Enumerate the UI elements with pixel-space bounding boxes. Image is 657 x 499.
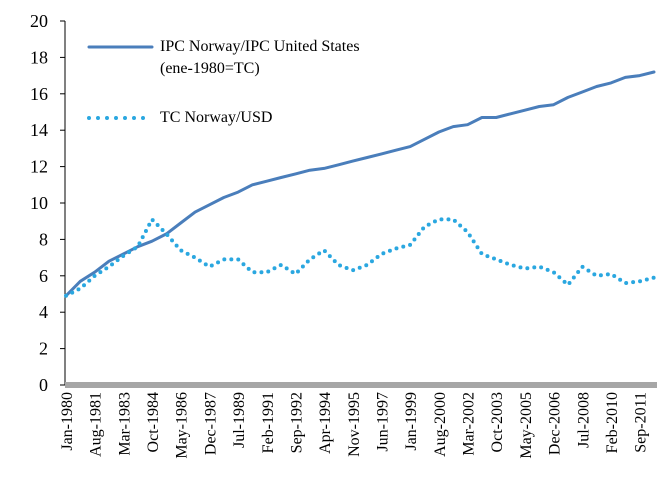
y-tick-label: 4 bbox=[39, 302, 48, 322]
x-tick-label: Jun-1997 bbox=[375, 392, 392, 452]
x-tick-label: Dec-1987 bbox=[202, 392, 219, 455]
x-tick-label: Jul-1989 bbox=[231, 392, 248, 448]
x-tick-label: Aug-1981 bbox=[88, 392, 105, 457]
y-tick-label: 14 bbox=[30, 120, 48, 140]
y-tick-label: 8 bbox=[39, 229, 48, 249]
y-tick-label: 18 bbox=[30, 47, 48, 67]
x-tick-label: May-2005 bbox=[518, 392, 535, 459]
y-tick-label: 20 bbox=[30, 11, 48, 31]
x-tick-label: Feb-1991 bbox=[260, 392, 277, 453]
legend-label: IPC Norway/IPC United States (ene-1980=T… bbox=[160, 38, 360, 77]
y-tick-label: 2 bbox=[39, 339, 48, 359]
x-tick-label: Mar-1983 bbox=[116, 392, 133, 456]
x-tick-label: Oct-1984 bbox=[145, 392, 162, 452]
x-tick-label: Apr-1994 bbox=[317, 392, 334, 454]
series-line bbox=[64, 70, 656, 298]
x-tick-label: Nov-1995 bbox=[346, 392, 363, 457]
y-tick-label: 12 bbox=[30, 157, 48, 177]
x-tick-label: Feb-2010 bbox=[604, 392, 621, 453]
y-tick-label: 10 bbox=[30, 193, 48, 213]
y-tick-label: 0 bbox=[39, 375, 48, 395]
x-tick-label: Mar-2002 bbox=[461, 392, 478, 456]
legend-label: TC Norway/USD bbox=[160, 109, 273, 126]
x-tick-label: Jan-1980 bbox=[59, 392, 76, 451]
x-tick-label: Sep-1992 bbox=[288, 392, 305, 453]
x-tick-label: Oct-2003 bbox=[489, 392, 506, 452]
x-tick-label: Aug-2000 bbox=[432, 392, 449, 457]
x-tick-label: Sep-2011 bbox=[633, 392, 650, 453]
y-tick-label: 16 bbox=[30, 84, 48, 104]
x-tick-label: Jul-2008 bbox=[575, 392, 592, 448]
y-tick-label: 6 bbox=[39, 266, 48, 286]
x-tick-label: Jan-1999 bbox=[403, 392, 420, 451]
x-tick-label: May-1986 bbox=[174, 392, 191, 459]
x-tick-label: Dec-2006 bbox=[547, 392, 564, 455]
series-line bbox=[64, 217, 656, 298]
